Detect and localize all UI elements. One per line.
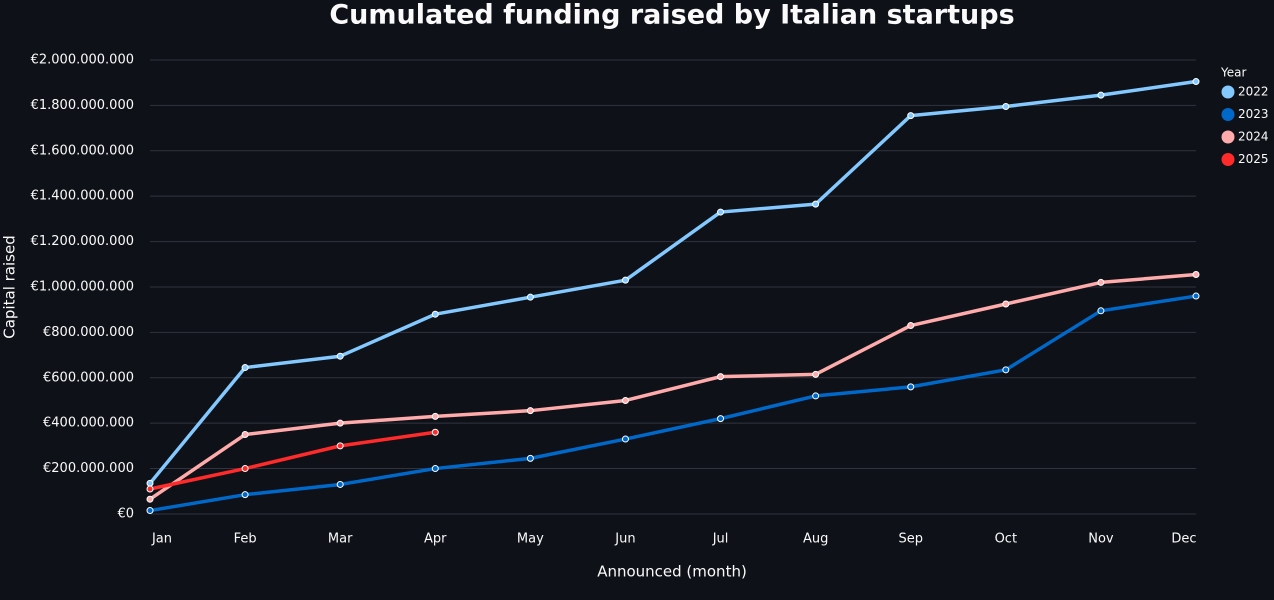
y-tick-label: €600.000.000 bbox=[43, 370, 134, 385]
data-point bbox=[1002, 366, 1010, 374]
data-point bbox=[336, 419, 344, 427]
data-point bbox=[336, 442, 344, 450]
x-tick-label: Mar bbox=[328, 532, 353, 547]
data-point bbox=[907, 322, 915, 330]
y-axis-title: Capital raised bbox=[1, 235, 19, 338]
legend-label: 2023 bbox=[1238, 107, 1269, 121]
x-tick-label: Aug bbox=[803, 532, 828, 547]
x-tick-label: Jan bbox=[151, 532, 172, 547]
data-point bbox=[1097, 278, 1105, 286]
data-point bbox=[526, 293, 534, 301]
y-tick-label: €200.000.000 bbox=[43, 461, 134, 476]
x-tick-label: Nov bbox=[1088, 532, 1114, 547]
data-point bbox=[241, 431, 249, 439]
data-point bbox=[1097, 91, 1105, 99]
y-tick-label: €400.000.000 bbox=[43, 416, 134, 431]
data-point bbox=[241, 364, 249, 372]
y-tick-label: €800.000.000 bbox=[43, 325, 134, 340]
chart-title: Cumulated funding raised by Italian star… bbox=[329, 0, 1014, 31]
data-point bbox=[431, 465, 439, 473]
data-point bbox=[717, 373, 725, 381]
series-line bbox=[148, 79, 1197, 485]
data-point bbox=[1097, 307, 1105, 315]
legend-title: Year bbox=[1220, 66, 1246, 80]
data-point bbox=[431, 428, 439, 436]
x-tick-label: Sep bbox=[898, 532, 923, 547]
data-point bbox=[717, 208, 725, 216]
data-point bbox=[146, 479, 154, 487]
data-point bbox=[526, 454, 534, 462]
data-point bbox=[146, 485, 154, 493]
data-point bbox=[1192, 292, 1200, 300]
data-point bbox=[621, 396, 629, 404]
data-point bbox=[812, 370, 820, 378]
data-point bbox=[812, 200, 820, 208]
data-point bbox=[431, 310, 439, 318]
data-point bbox=[621, 435, 629, 443]
y-tick-label: €1.800.000.000 bbox=[31, 98, 134, 113]
legend-label: 2025 bbox=[1238, 152, 1269, 166]
data-point bbox=[146, 507, 154, 515]
legend-swatch bbox=[1221, 130, 1235, 144]
data-point bbox=[336, 352, 344, 360]
x-tick-label: Dec bbox=[1171, 532, 1196, 547]
y-tick-label: €1.000.000.000 bbox=[31, 279, 134, 294]
x-tick-label: Feb bbox=[234, 532, 257, 547]
x-axis-title: Announced (month) bbox=[597, 563, 747, 581]
data-point bbox=[812, 392, 820, 400]
x-tick-label: Oct bbox=[995, 532, 1017, 547]
x-tick-label: May bbox=[517, 532, 544, 547]
data-point bbox=[1192, 270, 1200, 278]
data-point bbox=[1002, 103, 1010, 111]
legend-label: 2024 bbox=[1238, 130, 1269, 144]
y-tick-label: €1.400.000.000 bbox=[31, 189, 134, 204]
data-point bbox=[1002, 300, 1010, 308]
data-point bbox=[717, 415, 725, 423]
data-point bbox=[621, 276, 629, 284]
series-line bbox=[149, 294, 1197, 513]
y-tick-label: €0 bbox=[117, 506, 134, 521]
legend-swatch bbox=[1221, 153, 1235, 166]
legend-swatch bbox=[1221, 108, 1235, 121]
y-tick-label: €2.000.000.000 bbox=[31, 52, 134, 67]
data-point bbox=[241, 465, 249, 473]
data-point bbox=[907, 112, 915, 120]
x-tick-label: Jun bbox=[614, 532, 635, 547]
y-tick-label: €1.600.000.000 bbox=[31, 143, 134, 158]
data-point bbox=[907, 383, 915, 391]
data-point bbox=[1192, 78, 1200, 86]
series-line bbox=[149, 430, 436, 491]
data-point bbox=[336, 480, 344, 488]
legend-label: 2022 bbox=[1238, 85, 1269, 99]
x-tick-label: Apr bbox=[424, 532, 447, 547]
series-line bbox=[149, 272, 1197, 501]
data-point bbox=[431, 412, 439, 420]
y-tick-label: €1.200.000.000 bbox=[31, 234, 134, 249]
data-point bbox=[146, 495, 154, 503]
data-point bbox=[241, 491, 249, 499]
legend-swatch bbox=[1221, 85, 1235, 99]
x-tick-label: Jul bbox=[712, 532, 729, 547]
data-point bbox=[526, 407, 534, 415]
